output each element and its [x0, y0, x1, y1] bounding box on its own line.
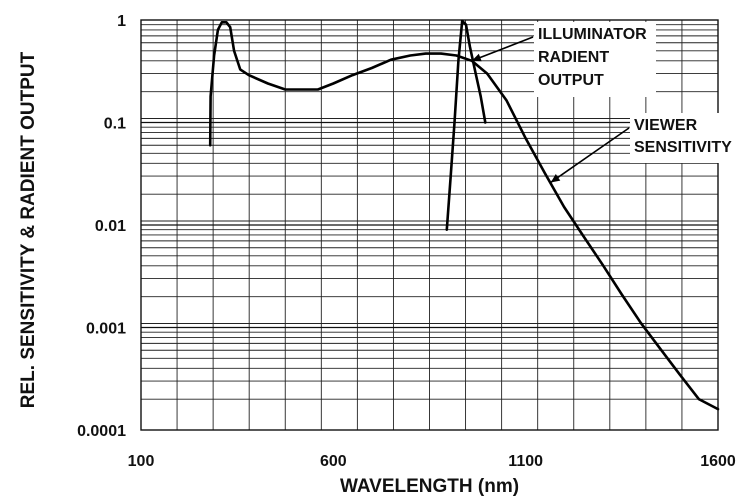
y-tick-label: 0.01 [95, 218, 126, 235]
y-axis-title: REL. SENSITIVITY & RADIENT OUTPUT [18, 51, 39, 408]
annotation-viewer-line: VIEWER [634, 117, 698, 134]
y-tick-label: 0.0001 [77, 423, 126, 440]
annotation-viewer-arrowhead [550, 174, 561, 183]
x-tick-labels: 100 600 1100 1600 [128, 453, 736, 470]
x-tick-label: 1600 [700, 453, 736, 470]
y-tick-label: 1 [117, 13, 126, 30]
x-tick-label: 100 [128, 453, 155, 470]
annotations: ILLUMINATOR RADIENT OUTPUT VIEWER SENSITIVIT… [471, 22, 742, 184]
annotation-viewer-line: SENSITIVITY [634, 139, 732, 156]
annotation-illuminator-line: OUTPUT [538, 72, 604, 89]
annotation-illuminator-line: ILLUMINATOR [538, 26, 647, 43]
x-tick-label: 1100 [508, 453, 543, 470]
x-tick-label: 600 [320, 453, 347, 470]
y-tick-labels: 1 0.1 0.01 0.001 0.0001 [77, 13, 126, 440]
series-layer [208, 19, 720, 411]
y-tick-label: 0.1 [104, 116, 126, 133]
annotation-illuminator-arrowhead [471, 53, 482, 62]
annotation-illuminator-line: RADIENT [538, 49, 609, 66]
annotation-viewer-leader [550, 127, 630, 184]
annotation-backing [630, 113, 742, 163]
annotation-backing [534, 22, 656, 97]
y-tick-label: 0.001 [86, 321, 126, 338]
series-line-illuminator [445, 19, 487, 231]
plot-frame [140, 19, 719, 431]
annotation-illuminator-leader [471, 36, 534, 62]
x-axis-title: WAVELENGTH (nm) [340, 476, 519, 497]
series-line-viewer [208, 21, 720, 411]
